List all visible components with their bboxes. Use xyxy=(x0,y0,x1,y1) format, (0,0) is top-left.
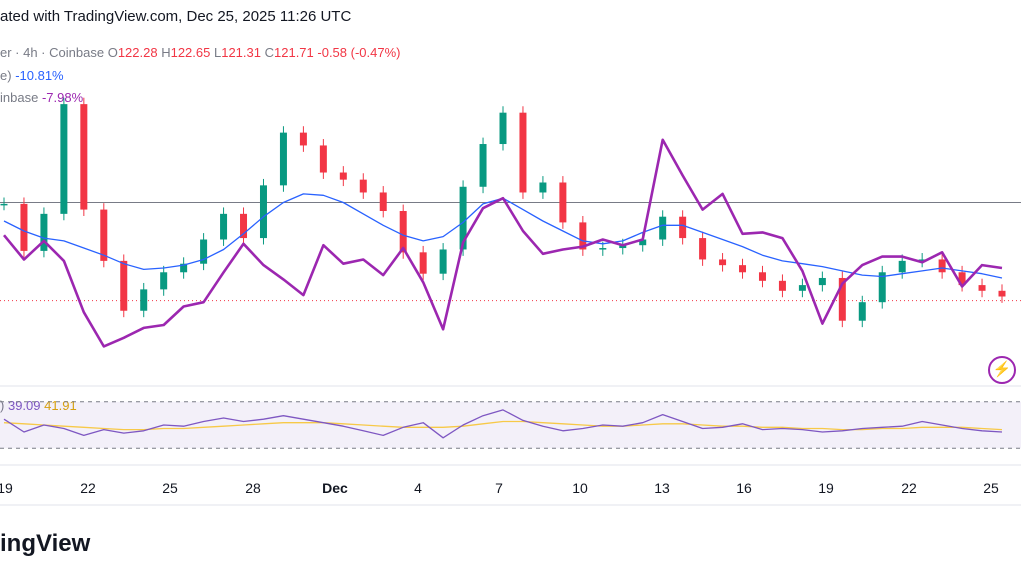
candle-body xyxy=(200,239,208,264)
candle-body xyxy=(858,302,866,321)
rsi-band xyxy=(0,401,1021,449)
candle-body xyxy=(778,280,786,291)
candle-body xyxy=(679,216,687,239)
open-value: 122.28 xyxy=(117,45,158,60)
rsi-ma-line xyxy=(3,420,1003,431)
low-label: L xyxy=(213,45,222,60)
candle-body xyxy=(279,132,287,186)
candle-body xyxy=(898,260,906,273)
x-tick-label: 25 xyxy=(162,480,178,496)
close-value: 121.71 xyxy=(274,45,314,60)
candle-body xyxy=(259,185,267,239)
candle-body xyxy=(180,263,188,273)
symbol-text: er · 4h · Coinbase xyxy=(0,45,105,60)
candle-body xyxy=(659,216,667,240)
symbol-legend: er · 4h · Coinbase O122.28 H122.65 L121.… xyxy=(0,45,400,60)
candle-body xyxy=(100,209,108,261)
x-tick-label: 25 xyxy=(983,480,999,496)
moving-average-line xyxy=(3,193,1003,279)
x-tick-label: 22 xyxy=(80,480,96,496)
x-tick-label: 19 xyxy=(0,480,13,496)
candle-body xyxy=(798,285,806,291)
lightning-bolt-icon[interactable]: ⚡ xyxy=(988,356,1016,384)
candle-body xyxy=(539,182,547,193)
candle-body xyxy=(120,260,128,311)
rsi-ma-value: 41.91 xyxy=(44,398,77,413)
candle-body xyxy=(379,192,387,211)
compare-legend-prefix: inbase xyxy=(0,90,39,105)
x-tick-label: 16 xyxy=(736,480,752,496)
ma-legend-value: -10.81% xyxy=(15,68,64,83)
x-tick-label: 28 xyxy=(245,480,261,496)
x-tick-label: 19 xyxy=(818,480,834,496)
x-tick-label: 13 xyxy=(654,480,670,496)
chart-header: ated with TradingView.com, Dec 25, 2025 … xyxy=(0,8,352,25)
candle-body xyxy=(359,179,367,193)
candle-body xyxy=(40,213,48,251)
candle-body xyxy=(639,239,647,246)
ma-legend: e) -10.81% xyxy=(0,68,64,83)
candle-body xyxy=(80,104,88,210)
candle-body xyxy=(519,112,527,193)
open-label: O xyxy=(107,45,118,60)
low-value: 121.31 xyxy=(221,45,261,60)
candle-body xyxy=(60,104,68,214)
candle-body xyxy=(559,182,567,223)
candle-body xyxy=(439,249,447,274)
candle-body xyxy=(0,203,8,206)
x-tick-label: 10 xyxy=(572,480,588,496)
candle-body xyxy=(319,145,327,173)
candle-body xyxy=(240,213,248,239)
candle-body xyxy=(220,213,228,240)
candle-body xyxy=(719,259,727,266)
candle-body xyxy=(958,272,966,286)
close-label: C xyxy=(264,45,274,60)
x-tick-label: Dec xyxy=(322,480,348,496)
candle-body xyxy=(579,222,587,250)
candle-body xyxy=(699,238,707,260)
x-tick-label: 4 xyxy=(414,480,422,496)
candle-body xyxy=(299,132,307,146)
candle-body xyxy=(818,277,826,286)
candle-body xyxy=(140,289,148,311)
change-value: -0.58 (-0.47%) xyxy=(317,45,401,60)
compare-legend-value: -7.98% xyxy=(41,90,84,105)
candle-body xyxy=(619,245,627,249)
candle-body xyxy=(20,203,28,251)
candle-body xyxy=(838,277,846,321)
high-value: 122.65 xyxy=(170,45,211,60)
compare-symbol-line xyxy=(2,138,1003,348)
candle-body xyxy=(459,186,467,250)
x-tick-label: 7 xyxy=(495,480,503,496)
brand-logo-text: ingView xyxy=(0,530,91,557)
candle-body xyxy=(978,285,986,291)
candle-body xyxy=(878,272,886,303)
candle-body xyxy=(998,290,1006,297)
candle-body xyxy=(339,172,347,180)
rsi-line xyxy=(3,409,1003,439)
candle-body xyxy=(758,272,766,281)
candle-body xyxy=(160,272,168,290)
candle-body xyxy=(739,265,747,273)
candle-body xyxy=(918,259,926,261)
ma-legend-prefix: e) xyxy=(0,68,12,83)
candle-body xyxy=(938,259,946,273)
candle-body xyxy=(479,144,487,187)
high-label: H xyxy=(161,45,171,60)
compare-legend: inbase -7.98% xyxy=(0,90,83,105)
x-tick-label: 22 xyxy=(901,480,917,496)
candle-body xyxy=(419,252,427,274)
candle-body xyxy=(499,112,507,145)
candle-body xyxy=(399,211,407,253)
rsi-legend-prefix: ) xyxy=(0,398,4,413)
candle-body xyxy=(599,248,607,250)
